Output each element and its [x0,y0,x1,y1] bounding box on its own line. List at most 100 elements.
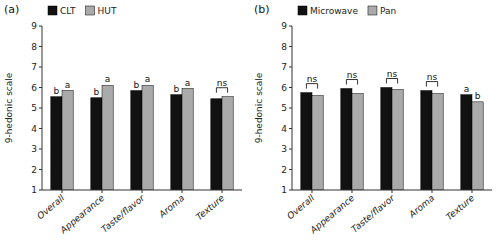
bar [341,89,352,190]
y-tick [289,128,292,129]
annotation: ns [427,72,438,82]
annotation: b [134,80,140,90]
annotation: ns [217,78,228,88]
x-tick-label: Aroma [406,193,436,220]
y-tick [289,67,292,68]
y-tick [39,108,42,109]
y-tick [39,169,42,170]
bar [312,96,323,190]
annotation: a [105,74,111,84]
y-tick [39,190,42,191]
y-tick [289,149,292,150]
y-tick [39,149,42,150]
annotation: ns [347,70,358,80]
panel: 1234567899-hedonic scaleOverallAppearanc… [4,3,242,236]
figure: 1234567899-hedonic scaleOverallAppearanc… [0,0,500,242]
bar [461,95,472,190]
y-tick [289,108,292,109]
x-tick-label: Overall [285,193,316,222]
bar [421,91,432,190]
y-tick [289,190,292,191]
bar [171,95,182,190]
y-tick [289,26,292,27]
bracket [386,79,397,84]
bar [381,88,392,191]
legend-swatch [86,6,95,15]
y-tick-label: 1 [31,185,37,195]
bar [102,85,113,190]
annotation: a [145,74,151,84]
panel: 1234567899-hedonic scaleOverallAppearanc… [254,3,492,236]
y-tick-label: 6 [281,83,287,93]
x-tick-label: Appearance [308,193,357,236]
y-tick-label: 3 [31,144,37,154]
y-tick [39,87,42,88]
legend-label: Pan [380,6,396,16]
x-tick-label: Appearance [58,193,107,236]
bracket [346,80,357,85]
bar [131,91,142,190]
y-tick-label: 8 [31,42,37,52]
annotation: a [464,84,470,94]
bars [301,88,483,191]
bar [142,85,153,190]
x-tick-label: Texture [194,193,227,223]
annotation: a [185,78,191,88]
y-tick [289,87,292,88]
bar [62,91,73,190]
x-tick [182,190,183,193]
x-tick [142,190,143,193]
y-tick-label: 8 [281,42,287,52]
legend-swatch [368,6,377,15]
bar [222,97,233,190]
annotation: b [54,86,60,96]
y-tick-label: 5 [31,103,37,113]
x-tick [312,190,313,193]
x-tick [352,190,353,193]
x-tick-label: Overall [35,193,66,222]
x-tick [472,190,473,193]
x-tick-label: Taste/flavor [349,192,397,234]
title: (b) [254,3,270,16]
annotation: a [65,80,71,90]
annotation: ns [387,69,398,79]
legend-swatch [48,6,57,15]
y-tick-label: 6 [31,83,37,93]
x-tick-label: Aroma [156,193,186,220]
bar [432,94,443,190]
y-tick-label: 7 [281,62,287,72]
y-tick-label: 4 [31,124,37,134]
x-tick [102,190,103,193]
y-tick [39,67,42,68]
bar [182,89,193,190]
y-tick-label: 2 [281,165,287,175]
y-tick-label: 3 [281,144,287,154]
bracket [216,88,227,93]
y-tick-label: 1 [281,185,287,195]
y-tick [289,169,292,170]
y-tick-label: 9 [281,21,287,31]
bar [472,102,483,190]
y-tick-label: 4 [281,124,287,134]
bracket [306,84,317,89]
bar [392,90,403,190]
legend-label: HUT [98,6,117,16]
legend: CLTHUT [48,6,117,16]
y-tick [289,46,292,47]
bar [352,94,363,190]
y-tick [39,26,42,27]
y-tick-label: 5 [281,103,287,113]
annotation: ns [307,74,318,84]
x-tick-label: Texture [444,193,477,223]
annotation: b [174,84,180,94]
bar [301,93,312,190]
bracket [426,82,437,87]
annotation: b [94,87,100,97]
bar [51,97,62,190]
annotation: b [475,91,481,101]
legend-swatch [298,6,307,15]
x-tick [392,190,393,193]
y-tick-label: 2 [31,165,37,175]
x-tick [222,190,223,193]
y-tick [39,128,42,129]
